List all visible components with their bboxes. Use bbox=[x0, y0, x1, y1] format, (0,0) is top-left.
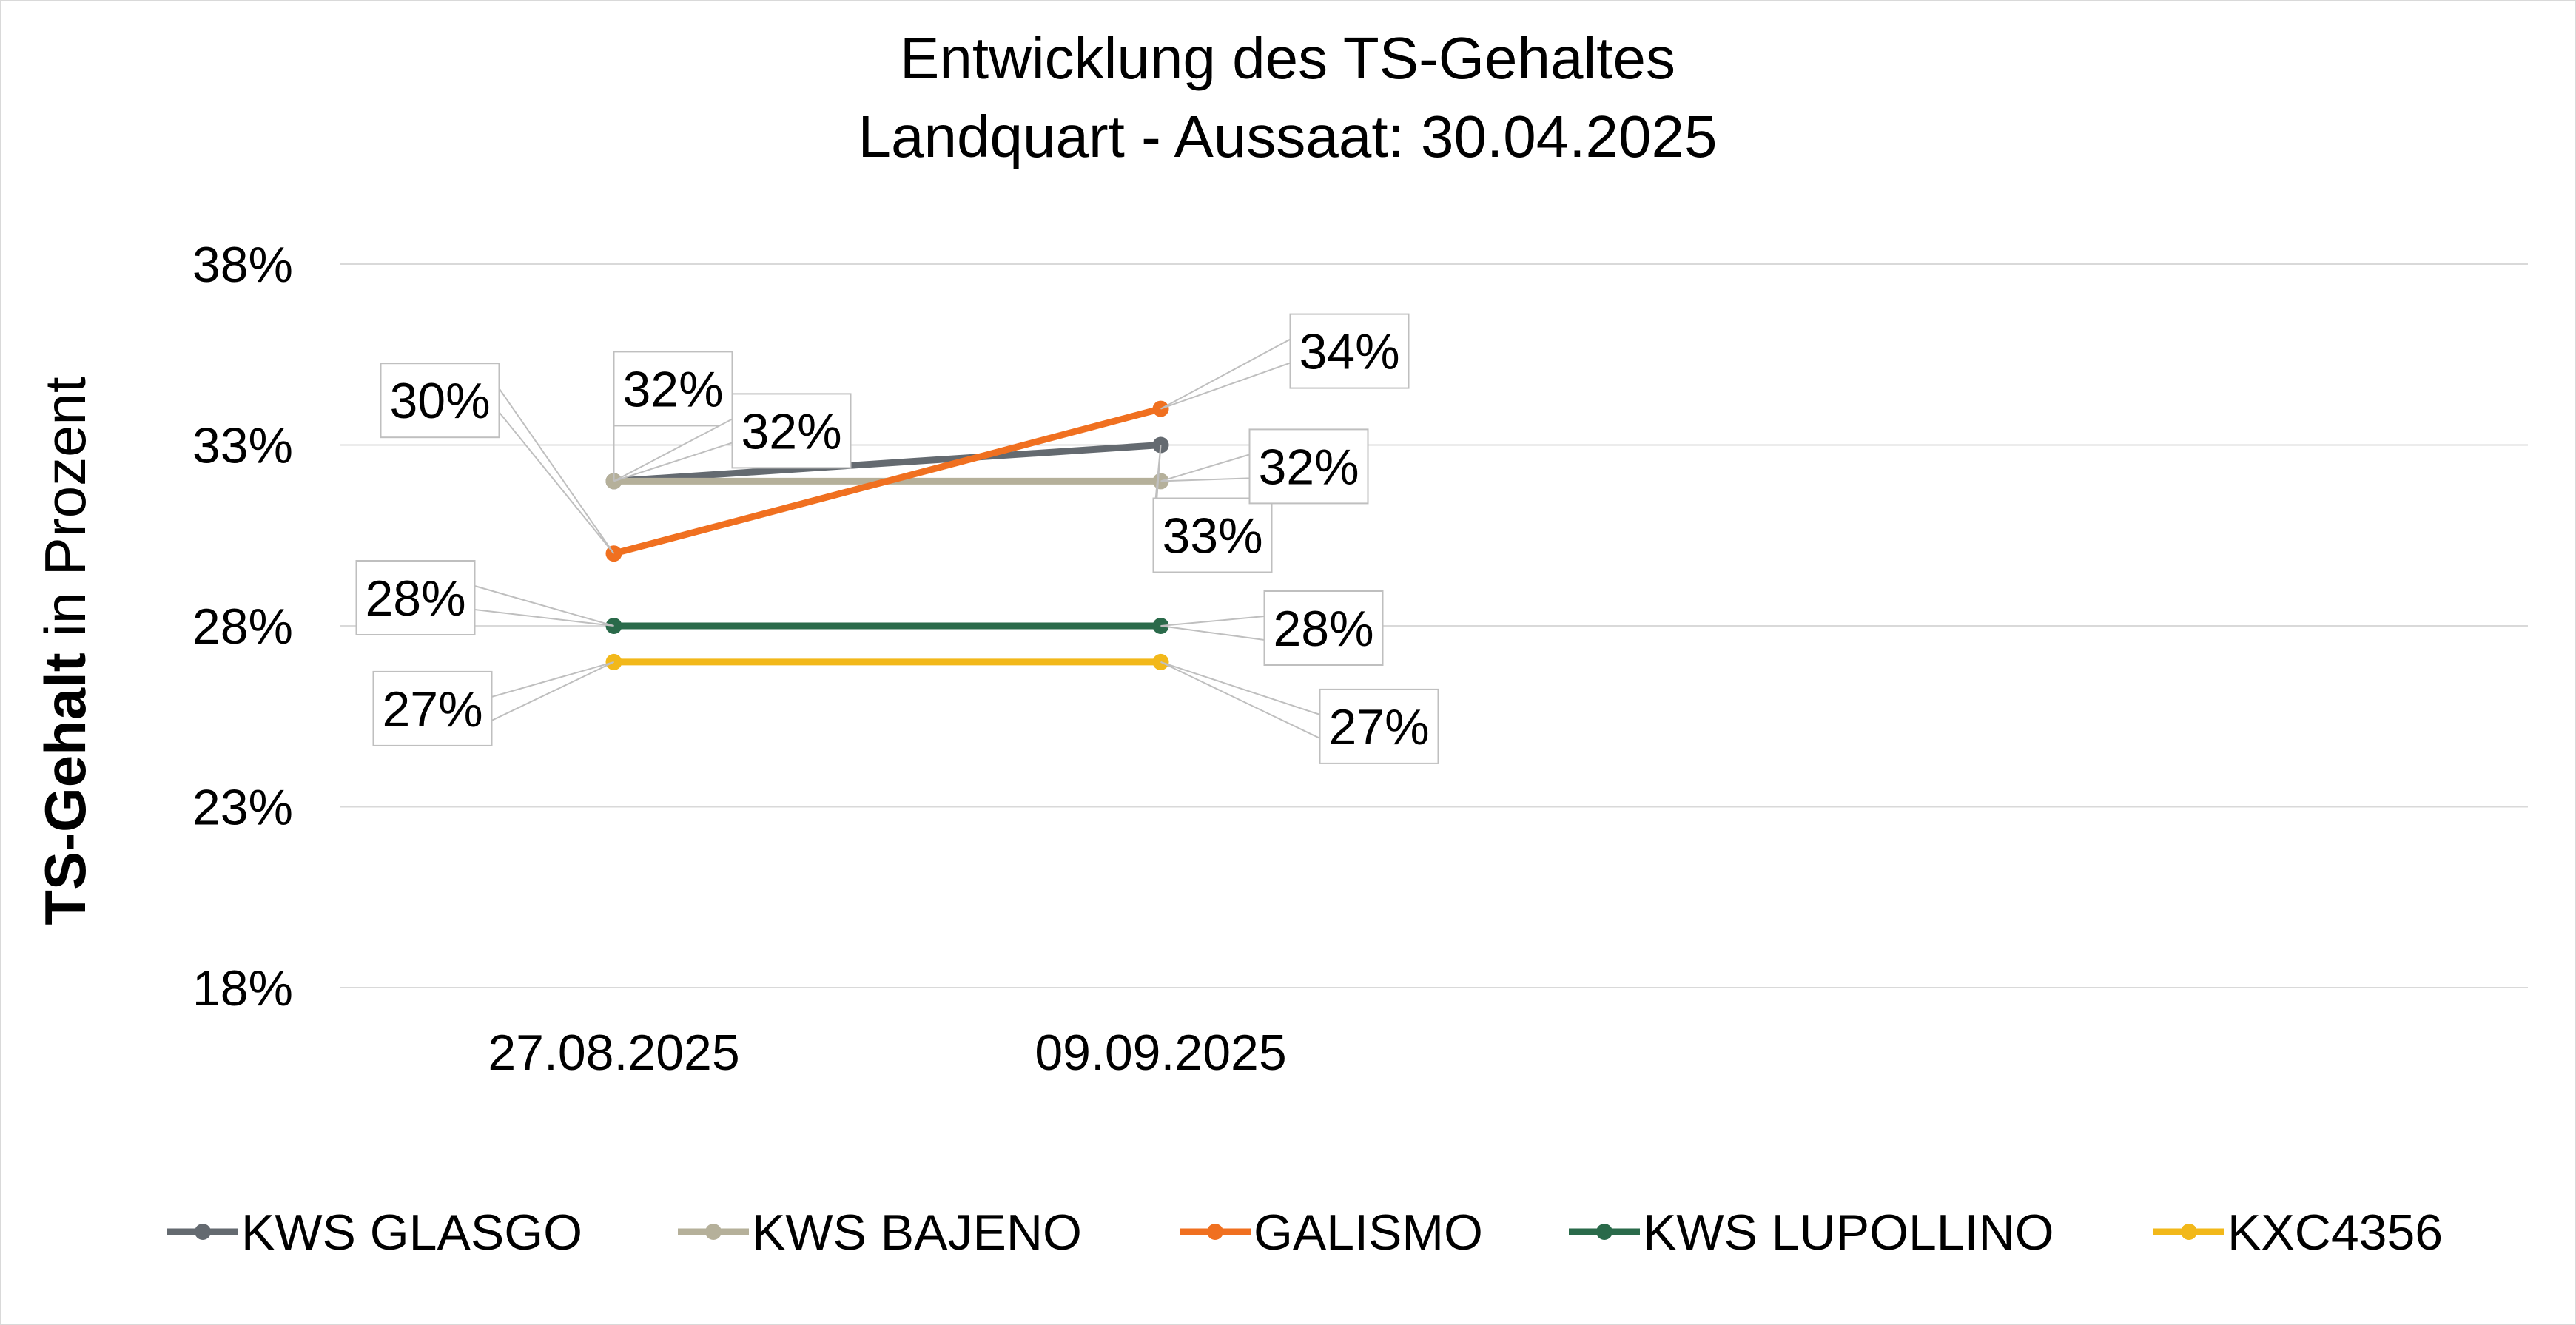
x-axis-ticks: 27.08.2025 09.09.2025 bbox=[488, 1025, 1286, 1081]
data-label-text: 27% bbox=[1328, 699, 1429, 755]
data-label-box bbox=[731, 393, 852, 469]
data-label-text: 32% bbox=[622, 361, 723, 417]
data-label-box bbox=[1263, 590, 1384, 666]
data-label-text: 30% bbox=[389, 373, 490, 429]
y-axis-title-rest: in Prozent bbox=[33, 377, 98, 653]
legend-swatch-marker bbox=[705, 1224, 722, 1240]
data-label-box bbox=[1248, 428, 1369, 505]
x-tick-label: 27.08.2025 bbox=[488, 1025, 739, 1081]
legend: KWS GLASGO KWS BAJENO GALISMO KWS LUPOLLINO… bbox=[167, 1204, 2443, 1261]
legend-label: KWS LUPOLLINO bbox=[1643, 1204, 2054, 1261]
data-label: 32% bbox=[613, 393, 852, 482]
series-lines bbox=[605, 400, 1169, 670]
series-line bbox=[613, 442, 1161, 485]
y-axis-title-bold: TS-Gehalt bbox=[33, 653, 98, 925]
data-label-text: 33% bbox=[1162, 508, 1262, 564]
data-label-box bbox=[1289, 313, 1410, 389]
legend-swatch-marker bbox=[195, 1224, 211, 1240]
data-label-box bbox=[380, 363, 500, 439]
data-label-box bbox=[613, 351, 733, 427]
legend-label: KXC4356 bbox=[2227, 1204, 2443, 1261]
data-label: 30% bbox=[380, 363, 615, 554]
legend-swatch-marker bbox=[2181, 1224, 2197, 1240]
y-tick-label: 33% bbox=[192, 418, 293, 474]
legend-item-kxc4356[interactable]: KXC4356 bbox=[2153, 1204, 2443, 1261]
chart-title: Entwicklung des TS-Gehaltes bbox=[900, 25, 1675, 91]
legend-item-kws-glasgo[interactable]: KWS GLASGO bbox=[167, 1204, 582, 1261]
data-label-text: 32% bbox=[741, 403, 841, 459]
data-label: 27% bbox=[1160, 661, 1439, 764]
y-tick-label: 28% bbox=[192, 599, 293, 655]
data-label-text: 28% bbox=[365, 570, 465, 627]
y-axis-title: TS-Gehalt in Prozent bbox=[33, 377, 98, 926]
chart-subtitle: Landquart - Aussaat: 30.04.2025 bbox=[858, 104, 1718, 169]
y-axis-ticks: 18% 23% 28% 33% 38% bbox=[192, 237, 293, 1016]
data-label: 27% bbox=[372, 661, 614, 746]
data-label-text: 32% bbox=[1258, 439, 1359, 495]
data-label: 34% bbox=[1160, 313, 1410, 410]
y-tick-label: 23% bbox=[192, 780, 293, 836]
legend-label: KWS GLASGO bbox=[241, 1204, 582, 1261]
data-label-box bbox=[355, 560, 476, 635]
y-tick-label: 38% bbox=[192, 237, 293, 293]
data-label-text: 27% bbox=[382, 681, 482, 738]
data-label: 33% bbox=[1152, 445, 1273, 573]
legend-label: GALISMO bbox=[1254, 1204, 1483, 1261]
legend-item-kws-bajeno[interactable]: KWS BAJENO bbox=[678, 1204, 1082, 1261]
data-label-box bbox=[1152, 497, 1273, 573]
y-tick-label: 18% bbox=[192, 960, 293, 1016]
series-line bbox=[613, 405, 1162, 557]
data-label-text: 34% bbox=[1299, 324, 1399, 380]
data-label-text: 28% bbox=[1273, 601, 1373, 657]
data-label: 32% bbox=[1160, 428, 1369, 505]
x-tick-label: 09.09.2025 bbox=[1035, 1025, 1286, 1081]
data-label: 28% bbox=[355, 560, 614, 635]
data-label: 28% bbox=[1160, 590, 1384, 666]
legend-item-kws-lupollino[interactable]: KWS LUPOLLINO bbox=[1569, 1204, 2054, 1261]
data-label-box bbox=[1319, 688, 1439, 764]
data-label-box bbox=[372, 670, 493, 746]
legend-label: KWS BAJENO bbox=[752, 1204, 1082, 1261]
data-labels: 32% 33% 32% 32% 30% 34% 28% 28% 27% 27% bbox=[355, 313, 1439, 764]
data-label: 32% bbox=[613, 351, 733, 482]
legend-swatch-marker bbox=[1207, 1224, 1223, 1240]
legend-item-galismo[interactable]: GALISMO bbox=[1180, 1204, 1483, 1261]
legend-swatch-marker bbox=[1596, 1224, 1612, 1240]
